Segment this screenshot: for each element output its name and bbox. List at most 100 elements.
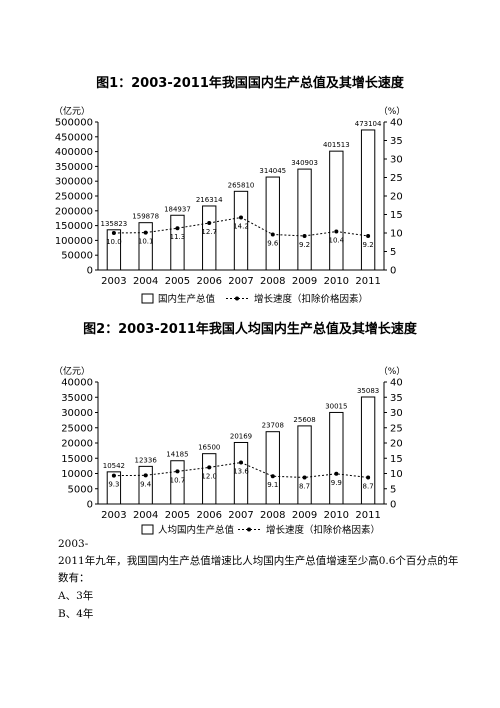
chart-2: 图2：2003-2011年我国人均国内生产总值及其增长速度 （亿元） （%） 0 50… bbox=[0, 318, 500, 538]
chart-2-bar bbox=[329, 411, 344, 505]
chart-2-ytick-label: 5000 bbox=[68, 484, 93, 495]
chart-2-bar-label: 25608 bbox=[293, 416, 315, 424]
chart-1-growth-label: 14.2 bbox=[233, 222, 249, 230]
chart-2-growth-label: 8.7 bbox=[363, 482, 374, 490]
chart-1-right-unit: （%） bbox=[379, 106, 406, 117]
chart-1-growth-label: 9.2 bbox=[363, 241, 374, 249]
chart-2-ytick-label: 10000 bbox=[61, 469, 93, 480]
chart-2-y2tick-label: 20 bbox=[390, 439, 403, 450]
chart-2-legend-bar-label: 人均国内生产总值 bbox=[158, 524, 235, 536]
chart-2-growth-point bbox=[270, 474, 275, 479]
chart-2-ytick-label: 0 bbox=[87, 500, 93, 511]
chart-2-xtick-label: 2007 bbox=[228, 510, 253, 521]
chart-1-growth-label: 12.7 bbox=[201, 228, 217, 236]
chart-1-bar-label: 159878 bbox=[132, 213, 159, 221]
chart-2-y2tick-label: 30 bbox=[390, 408, 403, 419]
chart-2-growth-point bbox=[302, 475, 307, 480]
chart-1-bar-label: 314045 bbox=[259, 167, 286, 175]
chart-1-xtick-label: 2007 bbox=[228, 276, 253, 287]
chart-1-title: 图1：2003-2011年我国国内生产总值及其增长速度 bbox=[96, 76, 404, 91]
chart-1-xtick-label: 2008 bbox=[260, 276, 285, 287]
chart-2-growth-point bbox=[143, 473, 148, 478]
chart-1-xtick-label: 2006 bbox=[196, 276, 221, 287]
chart-2-left-unit: （亿元） bbox=[54, 365, 90, 377]
chart-1-bar bbox=[202, 205, 217, 271]
chart-2-ytick-label: 30000 bbox=[61, 408, 93, 419]
chart-1-left-unit: （亿元） bbox=[54, 105, 90, 117]
chart-2-y2tick-label: 35 bbox=[390, 393, 403, 404]
chart-1-growth-label: 10.0 bbox=[106, 238, 122, 246]
chart-2-growth-label: 10.7 bbox=[170, 476, 186, 484]
chart-1-legend-line-point bbox=[235, 296, 239, 301]
chart-1-xtick-label: 2010 bbox=[324, 276, 349, 287]
chart-2-xtick-label: 2006 bbox=[196, 510, 221, 521]
chart-1-bar bbox=[329, 150, 344, 271]
chart-2-legend-bar-swatch bbox=[141, 524, 154, 535]
chart-1-bar bbox=[170, 214, 185, 271]
chart-2-bar-label: 30015 bbox=[325, 402, 347, 410]
chart-2-growth-label: 13.6 bbox=[233, 468, 249, 476]
chart-2-bar bbox=[233, 441, 249, 505]
chart-1-y2tick-label: 35 bbox=[390, 136, 403, 147]
chart-1-ytick-label: 450000 bbox=[55, 132, 93, 143]
chart-1-y2tick-label: 5 bbox=[390, 247, 396, 258]
chart-1-bar bbox=[106, 229, 122, 271]
chart-1-xtick-label: 2011 bbox=[355, 276, 380, 287]
chart-1-bar bbox=[233, 190, 249, 271]
chart-2-ytick-label: 40000 bbox=[61, 378, 93, 389]
chart-1-ytick-label: 50000 bbox=[61, 251, 93, 262]
chart-2-bar-label: 35083 bbox=[357, 387, 379, 395]
chart-2-y2tick-label: 15 bbox=[390, 454, 403, 465]
chart-2-bar bbox=[106, 471, 122, 505]
chart-1-growth-point bbox=[239, 215, 243, 220]
chart-1-growth-point bbox=[334, 229, 339, 234]
chart-2-xtick-label: 2003 bbox=[101, 510, 126, 521]
chart-1-svg: （亿元） （%）050000100000150000200000250000300… bbox=[54, 105, 406, 305]
chart-1-bar-label: 216314 bbox=[196, 196, 223, 204]
chart-2-ytick-label: 15000 bbox=[61, 454, 93, 465]
chart-1-xtick-label: 2009 bbox=[292, 276, 317, 287]
chart-1-growth-label: 10.1 bbox=[138, 238, 154, 246]
chart-1-y2tick-label: 25 bbox=[390, 173, 403, 184]
chart-2-y2tick-label: 40 bbox=[390, 378, 403, 389]
chart-2-title: 图2：2003-2011年我国人均国内生产总值及其增长速度 bbox=[83, 322, 417, 337]
chart-2-xtick-label: 2010 bbox=[324, 510, 349, 521]
chart-2-xtick-label: 2005 bbox=[165, 510, 190, 521]
chart-2-y2tick-label: 5 bbox=[390, 484, 396, 495]
chart-1-ytick-label: 400000 bbox=[55, 147, 93, 158]
option-a[interactable]: A、3年 bbox=[58, 590, 94, 602]
chart-1-bar-label: 473104 bbox=[355, 120, 382, 128]
chart-2-xtick-label: 2009 bbox=[292, 510, 317, 521]
chart-2-bar bbox=[360, 396, 376, 505]
chart-1-y2tick-label: 30 bbox=[390, 155, 403, 166]
chart-1-growth-label: 9.6 bbox=[267, 239, 279, 247]
chart-2-ytick-label: 20000 bbox=[61, 439, 93, 450]
chart-1-ytick-label: 500000 bbox=[55, 118, 93, 129]
chart-1-growth-label: 11.3 bbox=[170, 233, 186, 241]
chart-1-bar-label: 184937 bbox=[164, 205, 191, 213]
chart-1-ytick-label: 200000 bbox=[55, 206, 93, 217]
chart-2-xtick-label: 2008 bbox=[260, 510, 285, 521]
chart-1-growth-label: 9.2 bbox=[299, 241, 310, 249]
chart-1-bar bbox=[138, 222, 153, 271]
chart-2-growth-point bbox=[111, 473, 116, 478]
chart-2-growth-point bbox=[366, 475, 371, 480]
chart-2-bar-label: 14185 bbox=[166, 451, 188, 459]
chart-2-bar-label: 20169 bbox=[230, 432, 252, 440]
chart-2-y2tick-label: 0 bbox=[390, 500, 396, 511]
chart-1-ytick-label: 250000 bbox=[55, 192, 93, 203]
question-text: 2003- 2011年九年，我国国内生产总值增速比人均国内生产总值增速至少高0.… bbox=[58, 536, 478, 587]
option-b[interactable]: B、4年 bbox=[58, 608, 94, 620]
chart-2-ytick-label: 25000 bbox=[61, 423, 93, 434]
chart-2-xtick-label: 2011 bbox=[355, 510, 380, 521]
chart-1-ytick-label: 350000 bbox=[55, 162, 93, 173]
chart-2-bar bbox=[265, 431, 280, 505]
chart-2-legend-line-label: 增长速度（扣除价格因素） bbox=[266, 524, 380, 536]
chart-2-growth-label: 8.7 bbox=[299, 482, 310, 490]
chart-1-ytick-label: 100000 bbox=[55, 236, 93, 247]
chart-2-y2tick-label: 10 bbox=[390, 469, 403, 480]
chart-2-growth-label: 12.0 bbox=[201, 472, 217, 480]
chart-2-growth-label: 9.3 bbox=[108, 481, 119, 489]
chart-2-y2tick-label: 25 bbox=[390, 423, 403, 434]
chart-1-y2tick-label: 40 bbox=[390, 118, 403, 129]
